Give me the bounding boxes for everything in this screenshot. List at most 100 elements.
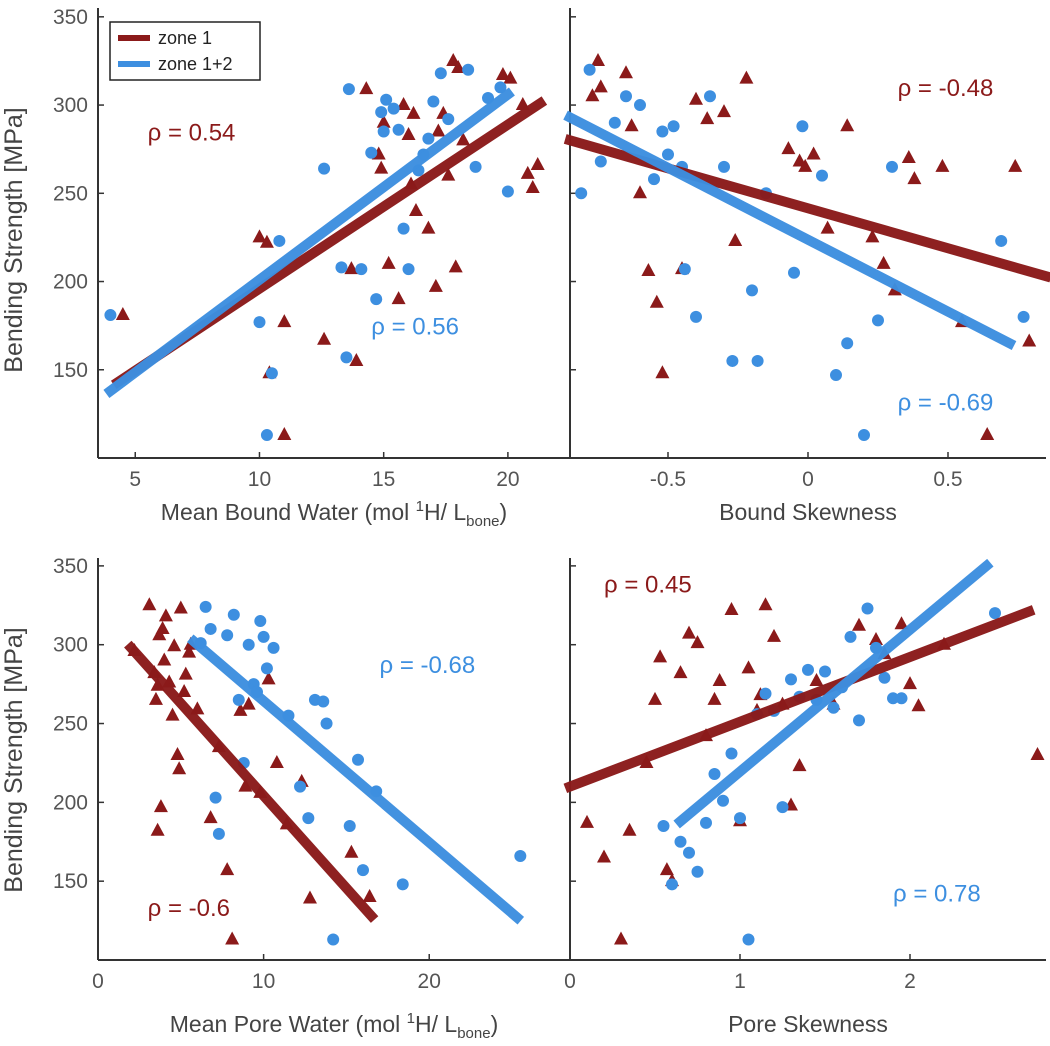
data-point-zone-1-2 <box>878 671 891 684</box>
x-tick-label: 0 <box>92 970 104 993</box>
data-point-zone-1 <box>798 158 813 172</box>
data-point-zone-1 <box>233 702 248 716</box>
data-point-zone-1 <box>649 294 664 308</box>
data-point-zone-1 <box>619 65 633 79</box>
data-point-zone-1-2 <box>427 95 440 108</box>
data-point-zone-1 <box>614 931 628 945</box>
data-point-zone-1-2 <box>858 429 870 442</box>
data-point-zone-1 <box>852 617 866 631</box>
data-point-zone-1-2 <box>104 309 117 322</box>
data-point-zone-1 <box>428 278 443 292</box>
data-point-zone-1 <box>170 747 185 761</box>
data-point-zone-1-2 <box>662 148 674 161</box>
data-point-zone-1-2 <box>227 608 240 621</box>
data-point-zone-1 <box>157 652 172 666</box>
data-point-zone-1 <box>707 691 722 705</box>
y-tick-label: 300 <box>53 634 88 657</box>
data-point-zone-1 <box>148 691 163 705</box>
data-point-zone-1 <box>238 778 253 792</box>
data-point-zone-1 <box>903 676 917 690</box>
fit-line-zone-1 <box>563 605 1036 794</box>
data-point-zone-1-2 <box>342 83 355 96</box>
x-axis-label: Mean Bound Water (mol 1H/ Lbone) <box>161 498 507 530</box>
data-point-zone-1 <box>359 81 374 95</box>
data-point-zone-1 <box>865 229 880 243</box>
data-point-zone-1-2 <box>320 717 333 730</box>
data-point-zone-1 <box>177 684 192 697</box>
data-point-zone-1 <box>277 314 292 328</box>
data-point-zone-1 <box>349 352 364 366</box>
fit-line-zone-1-2 <box>187 634 525 925</box>
data-point-zone-1-2 <box>260 662 273 675</box>
fit-line-zone-1-2 <box>673 558 994 829</box>
data-point-zone-1-2 <box>734 812 746 825</box>
data-point-zone-1-2 <box>273 234 286 247</box>
data-point-zone-1 <box>448 259 463 273</box>
data-point-zone-1-2 <box>199 600 212 613</box>
data-point-zone-1 <box>580 814 594 828</box>
data-point-zone-1 <box>142 597 157 611</box>
x-axis-label: Bound Skewness <box>719 499 897 525</box>
data-point-zone-1-2 <box>375 106 388 119</box>
data-point-zone-1 <box>840 118 855 132</box>
fit-line-zone-1 <box>124 640 379 923</box>
data-point-zone-1 <box>446 52 461 66</box>
rho-annotation: ρ = 0.56 <box>371 313 459 340</box>
data-point-zone-1-2 <box>785 673 797 686</box>
data-point-zone-1 <box>252 229 267 243</box>
data-point-zone-1-2 <box>700 816 712 829</box>
data-point-zone-1 <box>876 255 891 269</box>
data-point-zone-1 <box>728 232 743 246</box>
data-point-zone-1-2 <box>718 160 730 173</box>
data-point-zone-1 <box>648 691 662 705</box>
x-tick-label: 0 <box>564 970 576 993</box>
y-tick-label: 350 <box>53 6 88 29</box>
rho-annotation: ρ = 0.54 <box>148 119 236 146</box>
data-point-zone-1-2 <box>462 63 475 76</box>
data-point-zone-1 <box>673 665 688 679</box>
data-point-zone-1-2 <box>776 801 789 814</box>
data-point-zone-1 <box>376 114 391 128</box>
data-point-zone-1 <box>203 810 218 824</box>
data-point-zone-1 <box>520 165 535 179</box>
data-point-zone-1 <box>689 91 703 105</box>
data-point-zone-1-2 <box>827 701 840 714</box>
x-tick-label: 2 <box>904 970 916 993</box>
data-point-zone-1-2 <box>265 367 278 380</box>
data-point-zone-1 <box>767 628 781 642</box>
data-point-zone-1-2 <box>583 63 596 76</box>
data-point-zone-1 <box>421 220 436 234</box>
data-point-zone-1 <box>641 262 656 276</box>
data-point-zone-1-2 <box>370 293 383 306</box>
data-point-zone-1 <box>712 672 727 686</box>
x-tick-label: 20 <box>496 468 519 491</box>
data-point-zone-1 <box>894 616 909 630</box>
legend-label-zone-1: zone 1 <box>158 28 212 48</box>
panel-2: -0.5 0 0.5 Bound Skewness ρ = -0.48 ρ = -0.69 <box>563 8 1050 525</box>
data-point-zone-1-2 <box>377 125 390 138</box>
data-point-zone-1 <box>781 141 796 155</box>
x-tick-label: 5 <box>129 468 141 491</box>
data-point-zone-1-2 <box>667 120 680 133</box>
data-point-zone-1-2 <box>666 878 678 891</box>
data-point-zone-1-2 <box>656 125 669 138</box>
data-point-zone-1-2 <box>725 747 738 760</box>
data-point-zone-1 <box>820 220 835 234</box>
data-point-zone-1 <box>585 88 600 102</box>
data-point-zone-1 <box>633 185 647 199</box>
data-point-zone-1 <box>724 602 739 616</box>
data-point-zone-1 <box>173 600 188 614</box>
data-point-zone-1 <box>431 123 446 137</box>
data-point-zone-1-2 <box>802 663 814 676</box>
data-point-zone-1-2 <box>343 820 356 832</box>
data-point-zone-1-2 <box>204 622 217 635</box>
data-point-zone-1-2 <box>402 263 415 276</box>
data-point-zone-1-2 <box>232 693 245 706</box>
data-point-zone-1 <box>907 171 922 185</box>
data-point-zone-1-2 <box>691 865 704 878</box>
data-point-zone-1 <box>717 104 731 118</box>
rho-annotation: ρ = -0.6 <box>148 895 230 922</box>
data-point-zone-1 <box>406 105 421 119</box>
data-point-zone-1-2 <box>887 692 899 705</box>
data-point-zone-1 <box>530 157 545 171</box>
